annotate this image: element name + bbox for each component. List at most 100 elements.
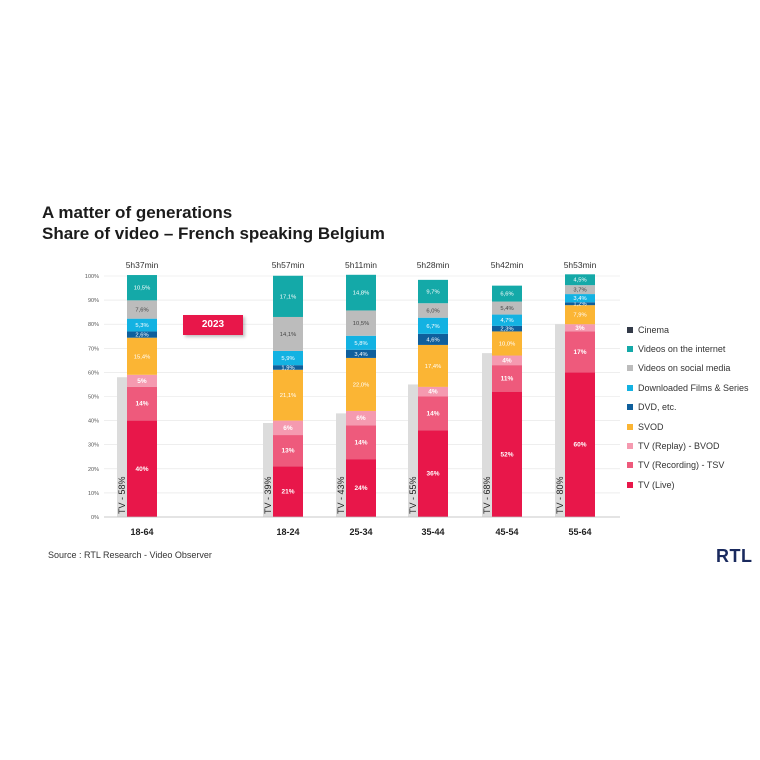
x-category-label: 25-34 <box>349 527 372 537</box>
data-label: 6,7% <box>426 324 439 330</box>
title-line-2: Share of video – French speaking Belgium <box>42 224 385 243</box>
data-label: 3,4% <box>573 296 586 302</box>
bar-segment-internet <box>346 274 376 311</box>
bar-segment-dvd <box>346 349 376 358</box>
data-label: 10,0% <box>499 341 515 347</box>
data-label: 6% <box>356 415 366 422</box>
data-label: 3% <box>575 325 585 332</box>
tv-total-label: TV - 80% <box>555 476 565 514</box>
legend-label: SVOD <box>638 421 664 432</box>
legend-swatch <box>627 443 633 450</box>
bar-segment-tv_replay <box>346 410 376 426</box>
data-label: 40% <box>135 466 148 473</box>
tv-total-label: TV - 68% <box>482 476 492 514</box>
bar-segment-tv_replay <box>273 420 303 436</box>
data-label: 21,1% <box>280 393 296 399</box>
bar-segment-social <box>273 316 303 351</box>
duration-label: 5h53min <box>564 260 597 270</box>
duration-label: 5h28min <box>417 260 450 270</box>
data-label: 5% <box>137 378 147 385</box>
duration-label: 5h57min <box>272 260 305 270</box>
year-badge: 2023 <box>183 315 243 335</box>
data-label: 10,5% <box>134 286 150 292</box>
legend-swatch <box>627 365 633 372</box>
title-line-1: A matter of generations <box>42 203 233 222</box>
data-label: 11% <box>501 375 514 382</box>
bar-segment-internet <box>565 274 595 286</box>
bar-segment-tv_live <box>127 420 157 517</box>
x-category-label: 18-64 <box>130 527 153 537</box>
duration-label: 5h37min <box>126 260 159 270</box>
duration-label: 5h11min <box>345 260 377 270</box>
bar-segment-svod <box>346 357 376 411</box>
bar-segment-svod <box>127 337 157 375</box>
data-label: 21% <box>281 489 294 496</box>
data-label: 5,8% <box>354 341 367 347</box>
bar-segment-downloaded <box>418 317 448 334</box>
data-label: 14% <box>426 410 439 417</box>
data-label: 4% <box>428 389 438 396</box>
data-label: 6,6% <box>500 292 513 298</box>
bar-segment-internet <box>273 275 303 317</box>
chart-title: A matter of generations Share of video –… <box>42 202 385 244</box>
bar-segment-dvd <box>273 365 303 370</box>
legend-label: TV (Live) <box>638 479 675 490</box>
bar-segment-svod <box>273 369 303 421</box>
legend-item-internet: Videos on the internet <box>627 339 749 358</box>
data-label: 52% <box>500 451 513 458</box>
tv-total-label: TV - 55% <box>408 476 418 514</box>
bar-segment-downloaded <box>346 335 376 350</box>
bar-segment-tv_recording <box>346 425 376 460</box>
legend-label: DVD, etc. <box>638 402 677 413</box>
legend-swatch <box>627 404 633 411</box>
bar-segment-tv_replay <box>492 355 522 366</box>
data-label: 17% <box>573 349 586 356</box>
x-category-label: 45-54 <box>495 527 518 537</box>
bar-segment-tv_recording <box>418 396 448 431</box>
data-label: 4,6% <box>426 337 439 343</box>
legend-item-social: Videos on social media <box>627 359 749 378</box>
tv-total-label: TV - 58% <box>117 476 127 514</box>
source-note: Source : RTL Research - Video Observer <box>48 550 212 560</box>
data-label: 5,9% <box>281 356 294 362</box>
data-label: 36% <box>426 471 439 478</box>
legend-item-svod: SVOD <box>627 417 749 436</box>
y-tick-label: 100% <box>85 274 99 280</box>
bar-segment-svod <box>565 305 595 325</box>
legend-swatch <box>627 326 633 333</box>
duration-label: 5h42min <box>491 260 524 270</box>
legend-label: Cinema <box>638 324 670 335</box>
data-label: 7,9% <box>573 313 586 319</box>
data-label: 2,6% <box>135 333 148 339</box>
bar-segment-social <box>127 300 157 319</box>
bar-segment-tv_recording <box>492 365 522 392</box>
bar-segment-dvd <box>127 331 157 338</box>
data-label: 22,0% <box>353 382 369 388</box>
y-tick-label: 50% <box>88 395 99 401</box>
bar-segment-social <box>346 310 376 336</box>
bar-segment-tv_replay <box>565 324 595 332</box>
y-tick-label: 20% <box>88 467 99 473</box>
data-label: 4,5% <box>573 278 586 284</box>
legend-label: TV (Recording) - TSV <box>638 460 725 471</box>
legend-label: Videos on the internet <box>638 344 726 355</box>
y-tick-label: 90% <box>88 298 99 304</box>
tv-total-label: TV - 39% <box>263 476 273 514</box>
data-label: 5,3% <box>135 323 148 329</box>
x-category-label: 55-64 <box>568 527 591 537</box>
bar-segment-svod <box>492 331 522 356</box>
data-label: 14% <box>135 401 148 408</box>
data-label: 10,5% <box>353 321 369 327</box>
legend-item-cinema: Cinema <box>627 320 749 339</box>
data-label: 5,4% <box>500 306 513 312</box>
bar-segment-tv_replay <box>418 386 448 397</box>
bar-segment-tv_live <box>418 430 448 517</box>
tv-total-label: TV - 43% <box>336 476 346 514</box>
legend-label: Downloaded Films & Series <box>638 382 749 393</box>
legend-swatch <box>627 346 633 353</box>
y-tick-label: 40% <box>88 419 99 425</box>
legend-label: Videos on social media <box>638 363 731 374</box>
data-label: 6% <box>283 425 293 432</box>
bar-segment-tv_live <box>346 459 376 517</box>
